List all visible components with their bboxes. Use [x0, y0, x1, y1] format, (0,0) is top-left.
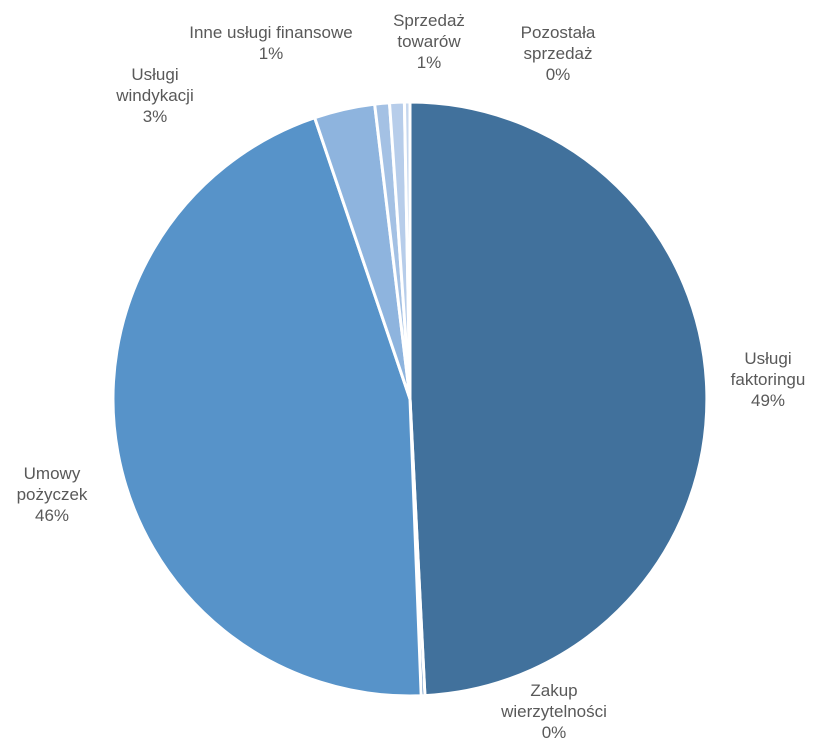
pie-slice-0 [408, 100, 709, 698]
slice-label-uslugi-windykacji: Usługi windykacji 3% [100, 64, 210, 127]
slice-label-umowy-pozyczek: Umowy pożyczek 46% [2, 463, 102, 526]
slice-label-line: wierzytelności [501, 702, 607, 721]
slice-percent-label: 1% [416, 53, 442, 72]
slice-label-line: Pozostała [520, 23, 596, 42]
slice-label-zakup-wierzytelnosci: Zakup wierzytelności 0% [474, 680, 634, 743]
slice-label-pozostala-sprzedaz: Pozostała sprzedaż 0% [498, 22, 618, 85]
slice-percent-label: 0% [541, 723, 567, 742]
slice-percent-label: 3% [142, 107, 168, 126]
slice-percent-label: 1% [258, 44, 284, 63]
slice-label-sprzedaz-towarow: Sprzedaż towarów 1% [374, 10, 484, 73]
pie-slice-2 [111, 116, 423, 698]
slice-percent-label: 46% [34, 506, 70, 525]
slice-label-line: Usługi [744, 349, 792, 368]
slice-label-inne-uslugi-finansowe: Inne usługi finansowe 1% [164, 22, 378, 64]
slice-label-line: towarów [397, 32, 461, 51]
pie-slice-6 [402, 100, 412, 401]
slice-label-line: sprzedaż [523, 44, 593, 63]
slice-label-line: Usługi [131, 65, 179, 84]
slice-label-line: faktoringu [730, 370, 806, 389]
slice-label-line: pożyczek [16, 485, 88, 504]
slice-label-uslugi-faktoringu: Usługi faktoringu 49% [712, 348, 824, 411]
slice-percent-label: 49% [750, 391, 786, 410]
slice-label-line: Umowy [23, 464, 81, 483]
slice-label-line: Zakup [530, 681, 578, 700]
slice-label-line: Sprzedaż [393, 11, 465, 30]
slice-percent-label: 0% [545, 65, 571, 84]
slice-label-line: windykacji [116, 86, 194, 105]
slice-label-line: Inne usługi finansowe [189, 23, 353, 42]
